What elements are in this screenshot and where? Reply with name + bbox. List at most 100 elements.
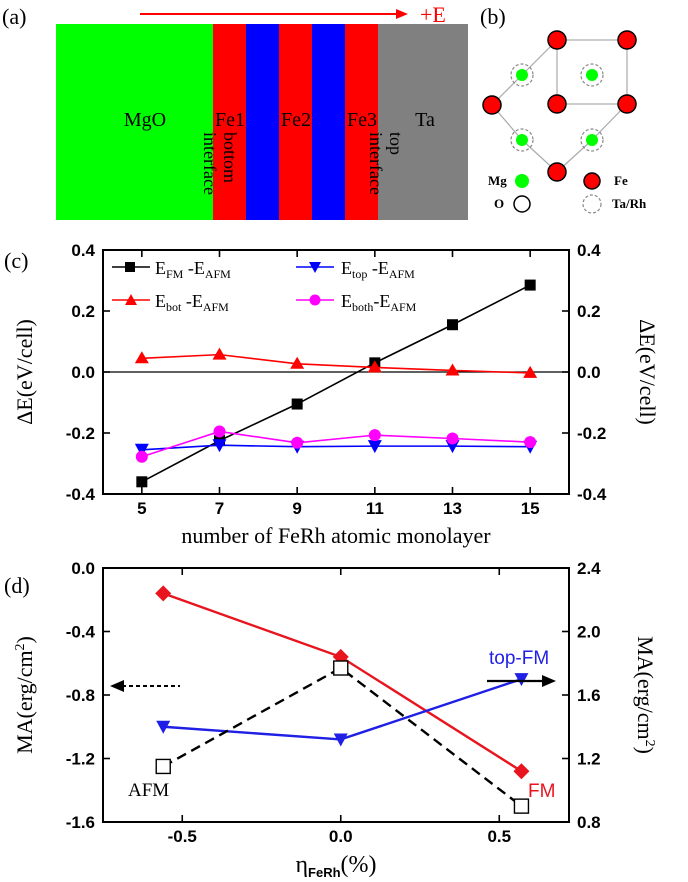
y-tick-label: -0.8 (66, 686, 95, 705)
y-tick-label: 0.0 (71, 363, 95, 382)
layer-fe1 (213, 24, 246, 220)
data-point (333, 660, 349, 676)
data-point (514, 673, 529, 687)
data-point (212, 347, 227, 360)
x-tick-label: 9 (292, 499, 301, 518)
data-point (447, 319, 458, 331)
x-tick-label: 5 (137, 499, 146, 518)
layer-fe3 (345, 24, 378, 220)
legend-fe-dot (583, 172, 601, 190)
bottom-label: bottom (220, 132, 240, 183)
data-point (333, 733, 348, 747)
x-tick-label: -0.5 (168, 827, 197, 846)
data-point (513, 763, 530, 780)
series-line-3 (141, 430, 531, 458)
layer-mgo-label: MgO (124, 109, 166, 131)
ta-rh-site (580, 63, 604, 87)
plot-c-ylabel-right: ΔE(eV/cell) (635, 319, 660, 425)
y-tick-label: 0.0 (71, 559, 95, 578)
y-tick-label: -1.2 (66, 750, 95, 769)
data-point (445, 440, 460, 454)
data-point (156, 720, 171, 734)
plot-c-ticks: 5 7 9 11 13 15 -0.4 -0.4 -0.2 -0.2 0.0 0.0 0.2 0.2 0.4… (66, 241, 607, 518)
y-tick-label-right: 1.6 (577, 686, 601, 705)
fe-atom (547, 94, 567, 114)
y-tick-label-right: 2.4 (577, 559, 601, 578)
layer-fe2-label: Fe2 (281, 109, 311, 131)
y-tick-label-right: -0.2 (577, 424, 606, 443)
series-line-0 (141, 284, 531, 483)
data-point (368, 429, 381, 442)
x-tick-label: 13 (443, 499, 462, 518)
data-point (513, 798, 530, 814)
series-line-1 (141, 444, 531, 451)
plot-c-ylabel: ΔE(eV/cell) (12, 319, 37, 425)
data-point (367, 360, 382, 373)
panel-a-label: (a) (2, 4, 26, 29)
ta-rh-site (580, 128, 604, 152)
series-line-1 (163, 677, 522, 741)
legend-o-circle (513, 195, 531, 213)
x-tick-label: 11 (366, 499, 384, 518)
y-tick-label: -0.2 (66, 424, 95, 443)
lattice-legend: Mg Fe O Ta/Rh (488, 172, 647, 214)
plot-c-series (134, 279, 538, 488)
mg-atom (516, 134, 528, 146)
data-point (135, 450, 148, 463)
field-label: +E (420, 2, 446, 27)
data-point (367, 440, 382, 454)
ta-rh-site (510, 128, 534, 152)
y-tick-label-right: 2.0 (577, 623, 601, 642)
field-arrow-head (396, 9, 408, 19)
legend-marker-fm (125, 262, 135, 272)
layer-blue-1 (246, 24, 279, 220)
data-point (523, 365, 538, 378)
y-tick-label: -0.4 (66, 623, 96, 642)
fe-atom (617, 30, 637, 50)
legend-text-both: Eboth-EAFM (341, 291, 417, 314)
legend-fe-label: Fe (614, 173, 628, 188)
plot-c-legend: EFM -EAFM Etop -EAFM Ebot -EAFM Eboth-EA… (112, 258, 417, 314)
lattice-atoms (482, 30, 637, 182)
top-label: top (386, 132, 406, 155)
bottom-interface-label: interface (200, 132, 220, 195)
layer-mgo (56, 24, 213, 220)
ta-rh-site (510, 63, 534, 87)
x-tick-label: 15 (521, 499, 540, 518)
legend-marker-top (309, 262, 321, 273)
panel-d-label: (d) (4, 573, 30, 598)
legend-marker-both (309, 294, 321, 306)
layer-blue-2 (312, 24, 345, 220)
legend-mg-label: Mg (488, 173, 507, 188)
left-axis-arrow (110, 680, 180, 692)
panel-b-label: (b) (480, 4, 506, 29)
plot-d-series (155, 585, 530, 814)
data-point (290, 356, 305, 369)
series-line-2 (141, 353, 531, 374)
data-point (134, 351, 149, 364)
data-point (136, 476, 148, 488)
layer-fe3-label: Fe3 (347, 109, 377, 131)
panel-a: (a) +E MgO Fe1 Fe2 Fe3 Ta bottom interfa… (2, 2, 468, 220)
y-tick-label-right: 0.4 (577, 241, 601, 260)
x-tick-label: 0.5 (487, 827, 511, 846)
layer-ta-label: Ta (415, 109, 435, 131)
y-tick-label: 0.4 (71, 241, 95, 260)
legend-o-label: O (494, 196, 504, 211)
y-tick-label: -0.4 (66, 485, 96, 504)
legend-marker-bot (125, 294, 137, 305)
data-point (291, 436, 304, 449)
legend-text-bot: Ebot -EAFM (155, 291, 229, 314)
legend-text-fm: EFM -EAFM (155, 258, 231, 281)
plot-c-xlabel: number of FeRh atomic monolayer (181, 523, 491, 548)
y-tick-label-right: 0.8 (577, 813, 601, 832)
layer-fe2 (279, 24, 312, 220)
mg-atom (516, 69, 528, 81)
legend-ta-rh-circle (582, 194, 602, 214)
data-point (134, 443, 149, 457)
fe-atom (547, 30, 567, 50)
legend-text-top: Etop -EAFM (341, 258, 415, 281)
series-line-2 (162, 666, 523, 808)
data-point (155, 585, 172, 602)
data-point (213, 425, 226, 438)
